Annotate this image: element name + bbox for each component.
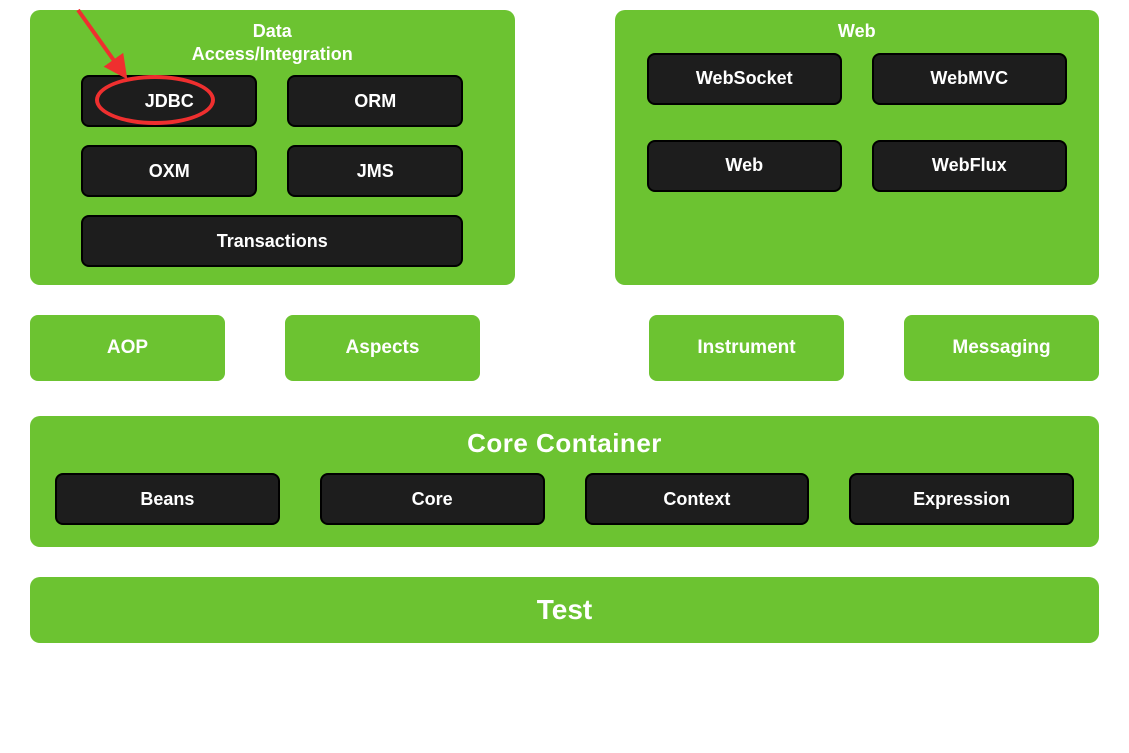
module-grid-web: WebSocket WebMVC Web WebFlux: [633, 53, 1082, 192]
top-row: Data Access/Integration JDBC ORM OXM JMS Tra…: [30, 10, 1099, 285]
module-grid-data-access: JDBC ORM OXM JMS Transactions: [48, 75, 497, 267]
module-tx: Transactions: [81, 215, 463, 267]
group-data-access: Data Access/Integration JDBC ORM OXM JMS Tra…: [30, 10, 515, 285]
box-aop: AOP: [30, 315, 225, 381]
group-web: Web WebSocket WebMVC Web WebFlux: [615, 10, 1100, 285]
core-module-core: Core: [320, 473, 545, 525]
core-module-beans: Beans: [55, 473, 280, 525]
core-module-expression: Expression: [849, 473, 1074, 525]
group-title-web: Web: [633, 20, 1082, 43]
mid-row: AOP Aspects Instrument Messaging: [30, 315, 1099, 381]
module-webflux: WebFlux: [872, 140, 1067, 192]
box-messaging: Messaging: [904, 315, 1099, 381]
annotation-arrow: [0, 0, 1, 1]
mid-pair-left: AOP Aspects: [30, 315, 480, 381]
mid-pair-right: Instrument Messaging: [649, 315, 1099, 381]
module-jms: JMS: [287, 145, 463, 197]
module-web: Web: [647, 140, 842, 192]
core-container: Core Container Beans Core Context Expressio…: [30, 416, 1099, 547]
box-instrument: Instrument: [649, 315, 844, 381]
module-websocket: WebSocket: [647, 53, 842, 105]
module-jdbc: JDBC: [81, 75, 257, 127]
test-bar: Test: [30, 577, 1099, 643]
module-webmvc: WebMVC: [872, 53, 1067, 105]
core-row: Beans Core Context Expression: [55, 473, 1074, 525]
module-oxm: OXM: [81, 145, 257, 197]
core-title: Core Container: [55, 428, 1074, 459]
module-orm: ORM: [287, 75, 463, 127]
group-title-data-access: Data Access/Integration: [48, 20, 497, 65]
core-module-context: Context: [585, 473, 810, 525]
box-aspects: Aspects: [285, 315, 480, 381]
